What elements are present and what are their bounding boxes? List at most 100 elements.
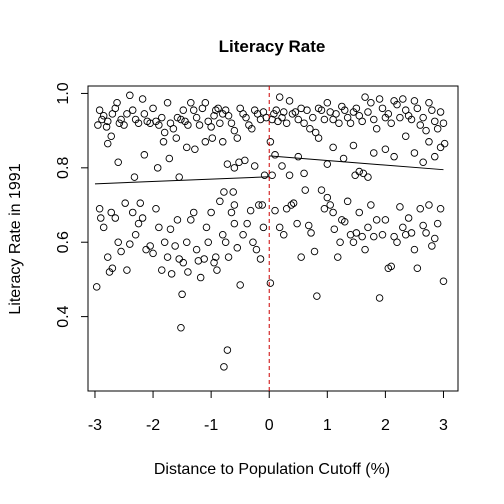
data-point — [419, 113, 427, 122]
data-point — [433, 219, 442, 228]
data-point — [300, 169, 308, 178]
data-point — [285, 171, 294, 180]
data-point — [184, 268, 192, 276]
data-point — [243, 219, 251, 228]
data-point — [134, 119, 143, 127]
data-point — [317, 106, 326, 114]
data-point — [216, 197, 224, 206]
data-point — [242, 113, 250, 122]
data-point — [349, 141, 358, 150]
data-point — [250, 162, 259, 170]
data-point — [94, 121, 102, 129]
data-point — [317, 186, 326, 194]
data-point — [275, 93, 284, 101]
data-point — [117, 247, 125, 256]
data-point — [163, 98, 172, 107]
data-point — [396, 203, 404, 211]
data-point — [160, 238, 169, 246]
data-point — [422, 229, 430, 237]
data-point — [361, 93, 369, 101]
data-point — [268, 171, 276, 180]
data-point — [136, 199, 145, 207]
data-point — [158, 266, 166, 274]
data-point — [314, 134, 323, 142]
data-point — [410, 245, 419, 254]
data-point — [207, 123, 215, 131]
data-point — [425, 98, 433, 107]
data-point — [230, 219, 239, 228]
data-point — [233, 244, 242, 252]
data-point — [309, 113, 317, 122]
data-point — [163, 253, 172, 261]
data-point — [313, 292, 321, 300]
data-point — [115, 119, 124, 127]
data-point — [248, 125, 256, 133]
data-point — [413, 104, 422, 113]
data-point — [182, 238, 191, 246]
data-point — [428, 106, 436, 114]
data-point — [103, 139, 112, 148]
data-point — [364, 223, 372, 232]
x-tick-label: -1 — [204, 417, 218, 434]
data-point — [278, 162, 286, 170]
data-point — [274, 117, 282, 126]
data-point — [166, 225, 175, 233]
data-point — [187, 98, 195, 107]
data-point — [431, 117, 439, 126]
data-point — [343, 197, 352, 206]
data-point — [126, 240, 134, 248]
data-point — [113, 98, 121, 107]
data-point — [207, 208, 215, 217]
data-point — [428, 242, 436, 250]
data-point — [169, 125, 178, 133]
data-point — [229, 188, 237, 196]
data-point — [433, 125, 442, 133]
data-point — [178, 290, 186, 299]
data-point — [381, 216, 390, 224]
data-point — [158, 113, 166, 122]
data-point — [355, 208, 364, 217]
data-point — [436, 108, 445, 116]
data-point — [111, 214, 120, 222]
data-point — [212, 253, 220, 261]
data-point — [155, 121, 163, 129]
data-point — [346, 119, 355, 127]
y-tick-label: 1.0 — [55, 82, 72, 104]
data-point — [361, 245, 369, 254]
data-point — [407, 229, 416, 237]
y-tick-label: 0.8 — [55, 157, 72, 179]
data-point — [304, 221, 313, 230]
data-point — [396, 113, 404, 122]
data-point — [375, 294, 384, 302]
x-axis-label: Distance to Population Cutoff (%) — [154, 461, 390, 478]
y-tick-label: 0.4 — [55, 305, 72, 327]
data-point — [192, 113, 201, 122]
data-point — [111, 104, 120, 113]
data-point — [230, 126, 239, 135]
data-point — [293, 219, 301, 228]
data-point — [431, 234, 439, 243]
data-point — [103, 253, 112, 261]
data-point — [289, 199, 298, 207]
data-point — [152, 204, 160, 213]
data-point — [266, 279, 275, 287]
y-axis-label: Literacy Rate in 1991 — [7, 163, 24, 314]
data-point — [187, 216, 195, 224]
data-point — [92, 283, 101, 291]
data-point — [358, 117, 366, 126]
data-point — [216, 119, 224, 127]
x-tick-label: -3 — [88, 417, 102, 434]
data-point — [301, 186, 309, 194]
data-point — [372, 216, 381, 224]
data-point — [175, 255, 183, 263]
data-point — [220, 188, 228, 196]
data-point — [126, 91, 134, 100]
data-point — [252, 245, 261, 254]
y-axis: 0.4 0.6 0.8 1.0 — [55, 82, 88, 328]
chart-title: Literacy Rate — [219, 37, 326, 56]
data-point — [221, 238, 230, 246]
data-point — [407, 115, 416, 124]
data-point — [294, 115, 303, 124]
data-point — [230, 164, 239, 172]
